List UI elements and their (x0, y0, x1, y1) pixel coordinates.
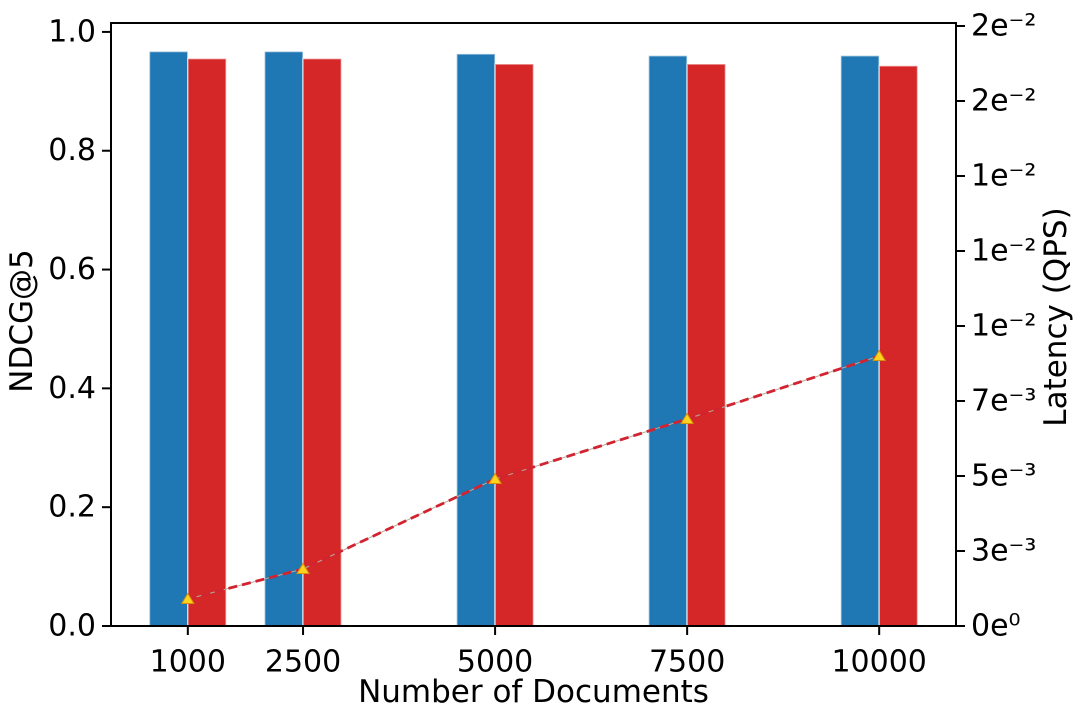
left-tick-label: 0.4 (48, 371, 96, 406)
right-tick-label: 1e⁻² (971, 234, 1036, 269)
latency-marker (180, 592, 195, 604)
x-tick-label: 5000 (457, 645, 533, 680)
x-tick-label: 2500 (265, 645, 341, 680)
x-axis-title: Number of Documents (358, 674, 709, 710)
bar-series-blue (647, 54, 688, 627)
right-tick-label: 7e⁻³ (971, 384, 1036, 419)
left-tick-label: 0.6 (48, 252, 96, 287)
right-tick-label: 2e⁻² (971, 84, 1036, 119)
bar-series-red (686, 63, 727, 627)
right-tick-label: 2e⁻² (971, 9, 1036, 44)
latency-marker (872, 349, 887, 361)
latency-marker (296, 562, 310, 574)
bar-series-red (878, 65, 919, 627)
latency-marker (488, 472, 502, 484)
left-tick-label: 0.8 (48, 133, 96, 168)
bar-series-blue (263, 50, 304, 627)
bar-series-blue (455, 53, 496, 627)
right-tick-label: 1e⁻² (971, 309, 1036, 344)
bar-series-red (187, 57, 228, 627)
bar-series-blue (839, 54, 880, 627)
left-tick-label: 0.2 (48, 490, 96, 525)
right-tick-label: 3e⁻³ (971, 534, 1036, 569)
left-tick-label: 1.0 (48, 14, 96, 49)
left-tick-label: 0.0 (48, 609, 96, 644)
x-tick-label: 1000 (150, 645, 226, 680)
bar-series-red (494, 63, 535, 627)
right-axis-title: Latency (QPS) (1038, 207, 1074, 427)
axes-spines (110, 22, 957, 627)
x-tick-label: 7500 (649, 645, 725, 680)
right-tick-label: 1e⁻² (971, 159, 1036, 194)
left-axis-title: NDCG@5 (4, 249, 40, 393)
latency-marker (680, 412, 694, 424)
right-tick-label: 5e⁻³ (971, 459, 1036, 494)
right-tick-label: 0e⁰ (971, 609, 1021, 644)
bar-series-red (302, 57, 343, 627)
x-tick-label: 10000 (831, 645, 926, 680)
bar-series-blue (148, 50, 189, 627)
